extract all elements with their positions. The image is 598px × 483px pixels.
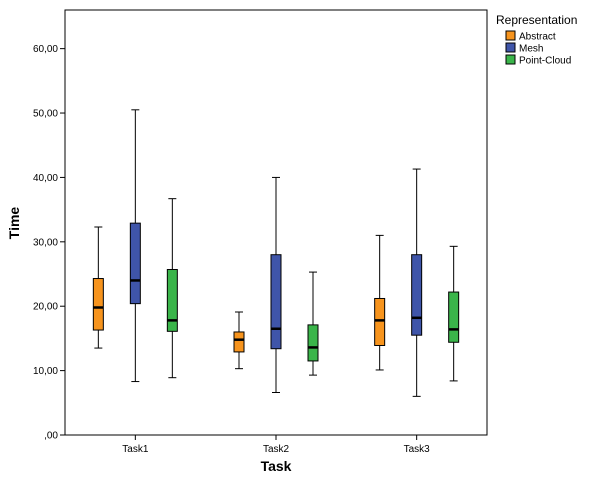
y-tick-label: 60,00 [33, 44, 58, 55]
legend-label: Point-Cloud [519, 56, 571, 67]
iqr-box [92, 278, 104, 331]
box-task2-mesh [270, 176, 282, 393]
series-mesh [129, 109, 423, 397]
box-task1-point-cloud [166, 198, 178, 379]
y-axis: ,00 10,00 20,00 30,00 40,00 50,00 60,00 [33, 44, 65, 442]
y-tick-label: 20,00 [33, 302, 58, 313]
box-task1-abstract [92, 226, 104, 349]
iqr-box [448, 291, 460, 343]
legend-swatch [505, 54, 516, 65]
iqr-box [374, 297, 386, 346]
box-task3-mesh [411, 168, 423, 397]
iqr-box [129, 222, 141, 305]
box-task3-point-cloud [448, 245, 460, 382]
legend-title: Representation [496, 13, 577, 27]
legend-label: Abstract [519, 32, 556, 43]
y-tick-label: 50,00 [33, 109, 58, 120]
iqr-box [270, 254, 282, 350]
y-tick-label: 40,00 [33, 173, 58, 184]
box-task2-abstract [233, 311, 245, 370]
x-tick-label: Task1 [122, 444, 149, 455]
x-axis: Task1 Task2 Task3 [122, 435, 430, 455]
iqr-box [166, 269, 178, 332]
x-tick-label: Task3 [404, 444, 431, 455]
box-series [92, 109, 460, 397]
iqr-box [233, 331, 245, 353]
x-axis-title: Task [261, 458, 292, 474]
y-tick-label: ,00 [44, 431, 58, 442]
y-axis-title: Time [6, 207, 22, 240]
box-task2-point-cloud [307, 271, 319, 376]
box-task3-abstract [374, 234, 386, 371]
box-task1-mesh [129, 109, 141, 383]
legend-label: Mesh [519, 44, 543, 55]
legend-swatch [505, 42, 516, 53]
iqr-box [307, 324, 319, 362]
y-tick-label: 30,00 [33, 237, 58, 248]
x-tick-label: Task2 [263, 444, 290, 455]
series-abstract [92, 226, 386, 371]
series-point-cloud [166, 198, 460, 382]
y-tick-label: 10,00 [33, 366, 58, 377]
legend-swatch [505, 30, 516, 41]
iqr-box [411, 254, 423, 336]
